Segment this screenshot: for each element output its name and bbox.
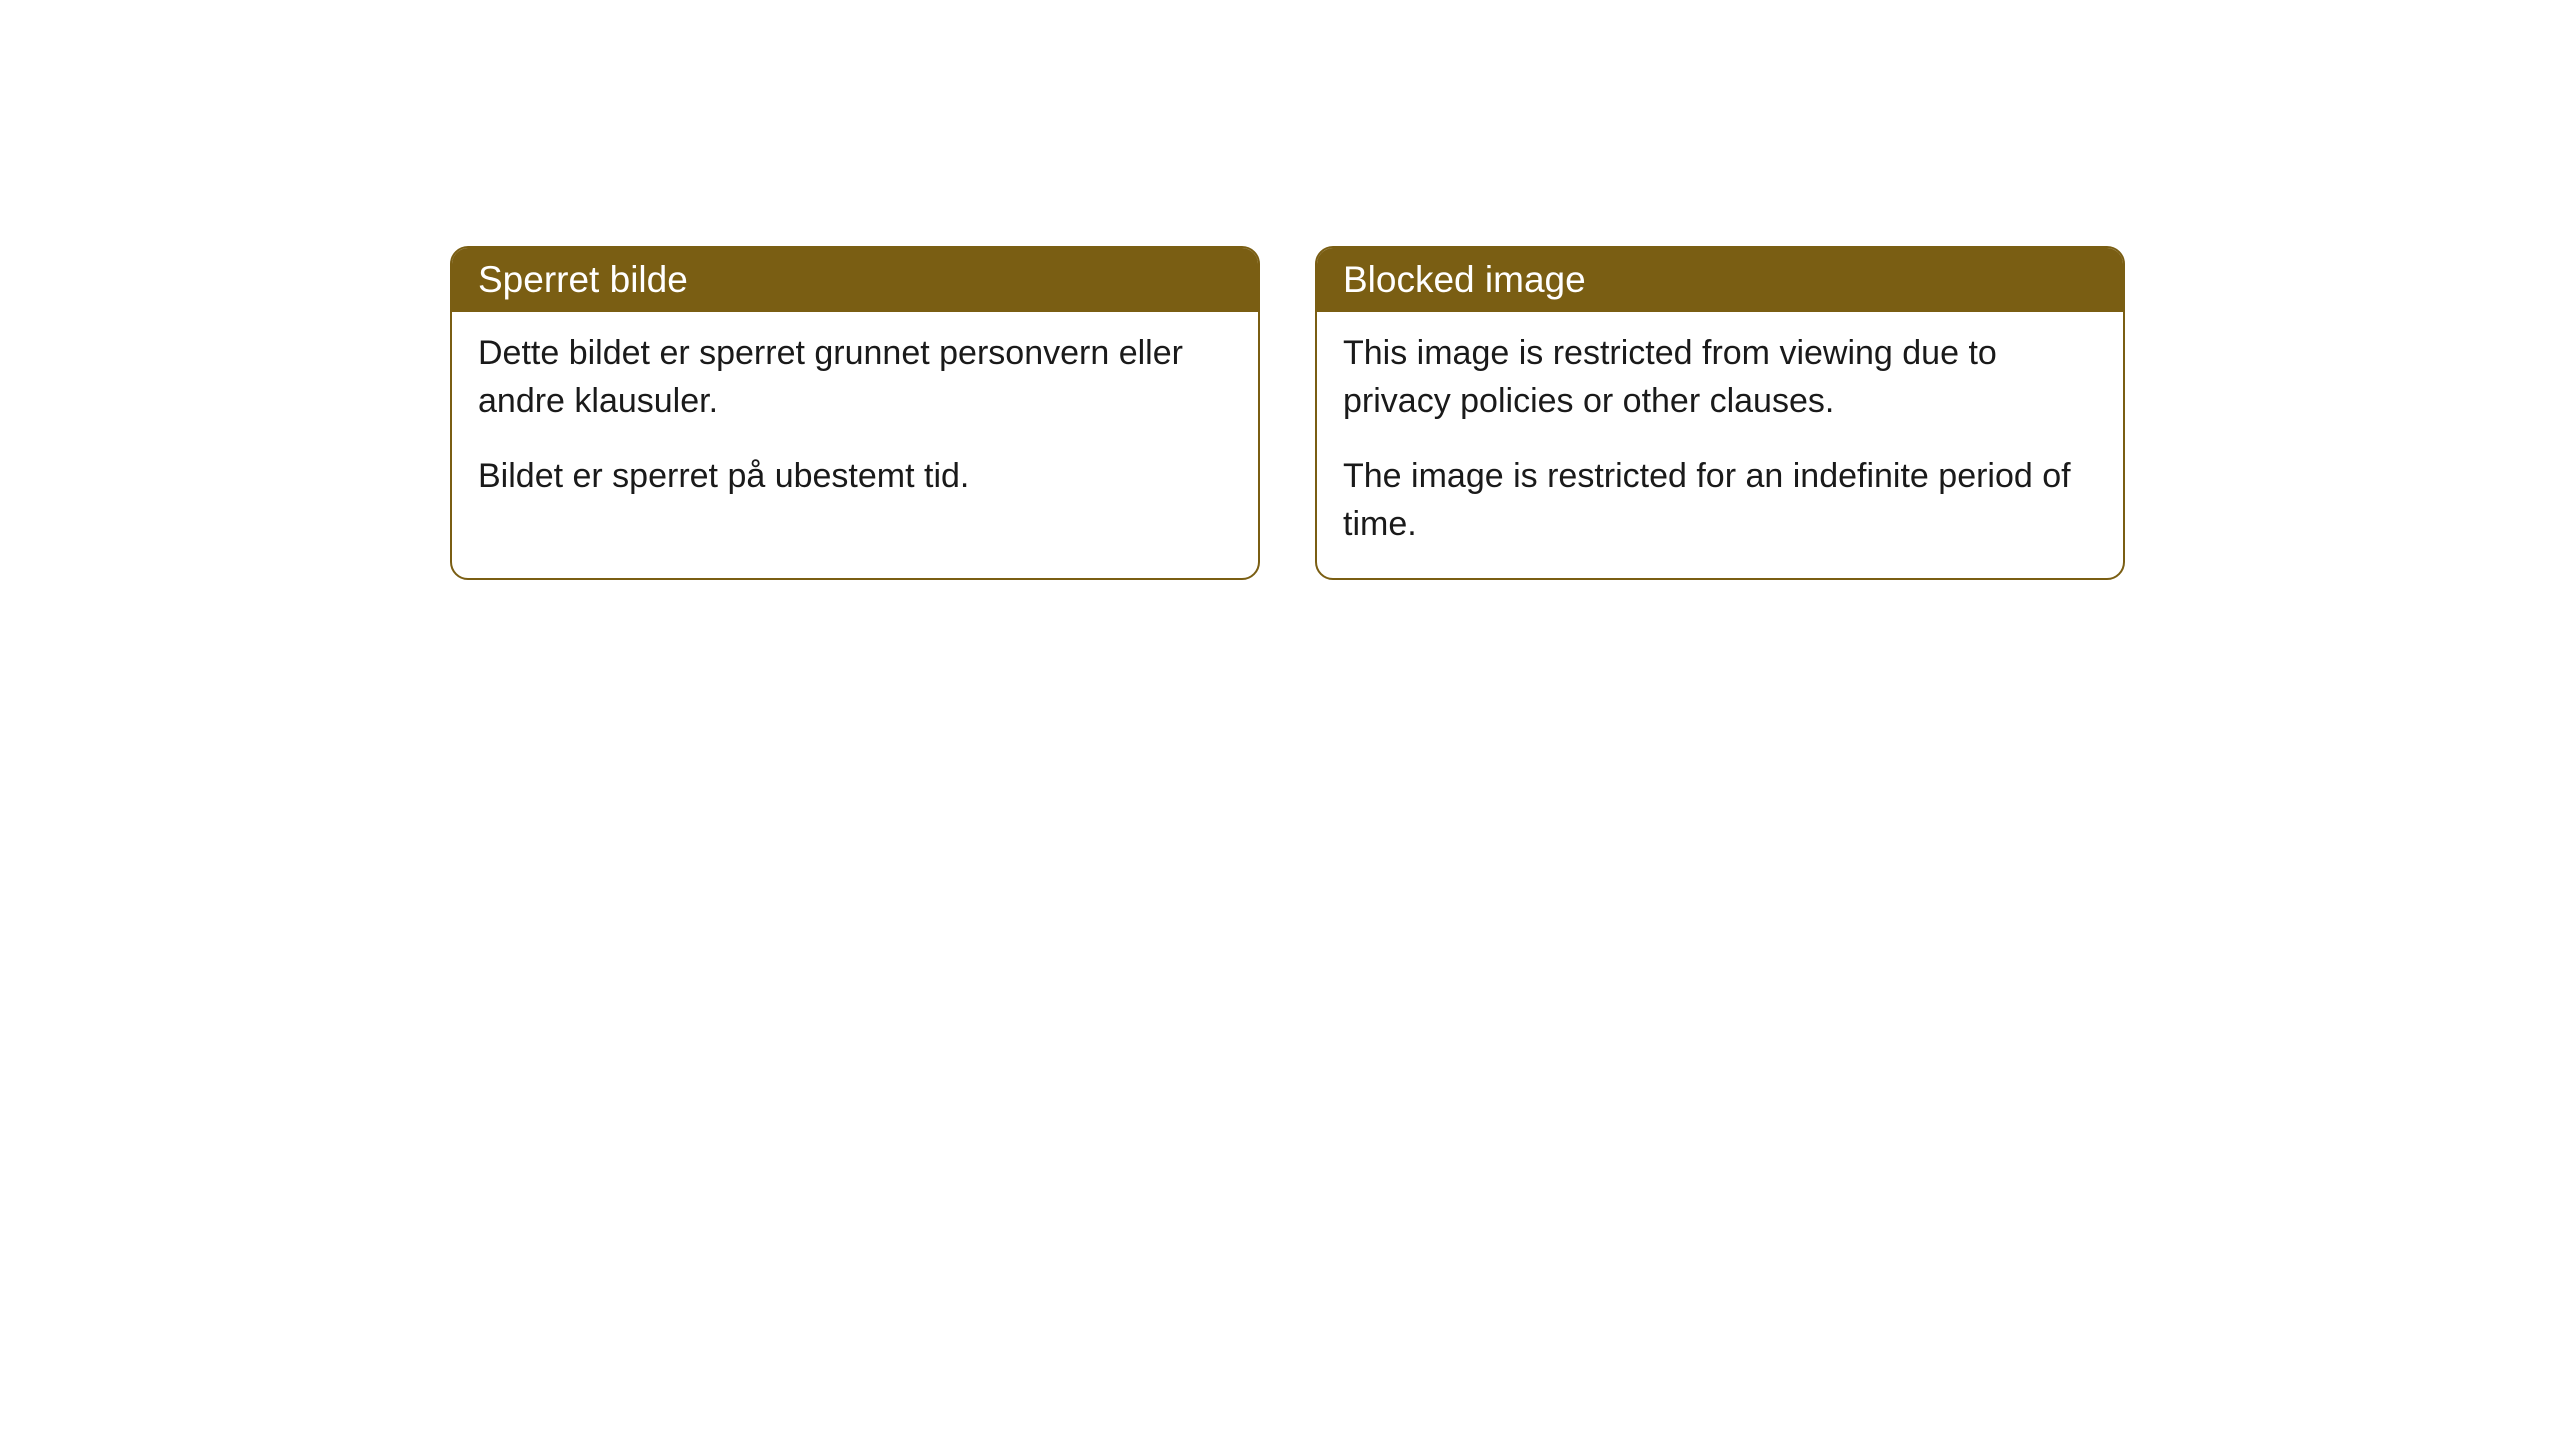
card-paragraph: Bildet er sperret på ubestemt tid. (478, 453, 1232, 501)
card-norwegian: Sperret bilde Dette bildet er sperret gr… (450, 246, 1260, 580)
card-paragraph: Dette bildet er sperret grunnet personve… (478, 330, 1232, 425)
card-paragraph: The image is restricted for an indefinit… (1343, 453, 2097, 548)
cards-container: Sperret bilde Dette bildet er sperret gr… (450, 246, 2125, 580)
card-english: Blocked image This image is restricted f… (1315, 246, 2125, 580)
card-paragraph: This image is restricted from viewing du… (1343, 330, 2097, 425)
card-header-norwegian: Sperret bilde (452, 248, 1258, 312)
card-header-english: Blocked image (1317, 248, 2123, 312)
card-body-english: This image is restricted from viewing du… (1317, 312, 2123, 578)
card-body-norwegian: Dette bildet er sperret grunnet personve… (452, 312, 1258, 531)
card-title: Sperret bilde (478, 259, 688, 300)
card-title: Blocked image (1343, 259, 1586, 300)
